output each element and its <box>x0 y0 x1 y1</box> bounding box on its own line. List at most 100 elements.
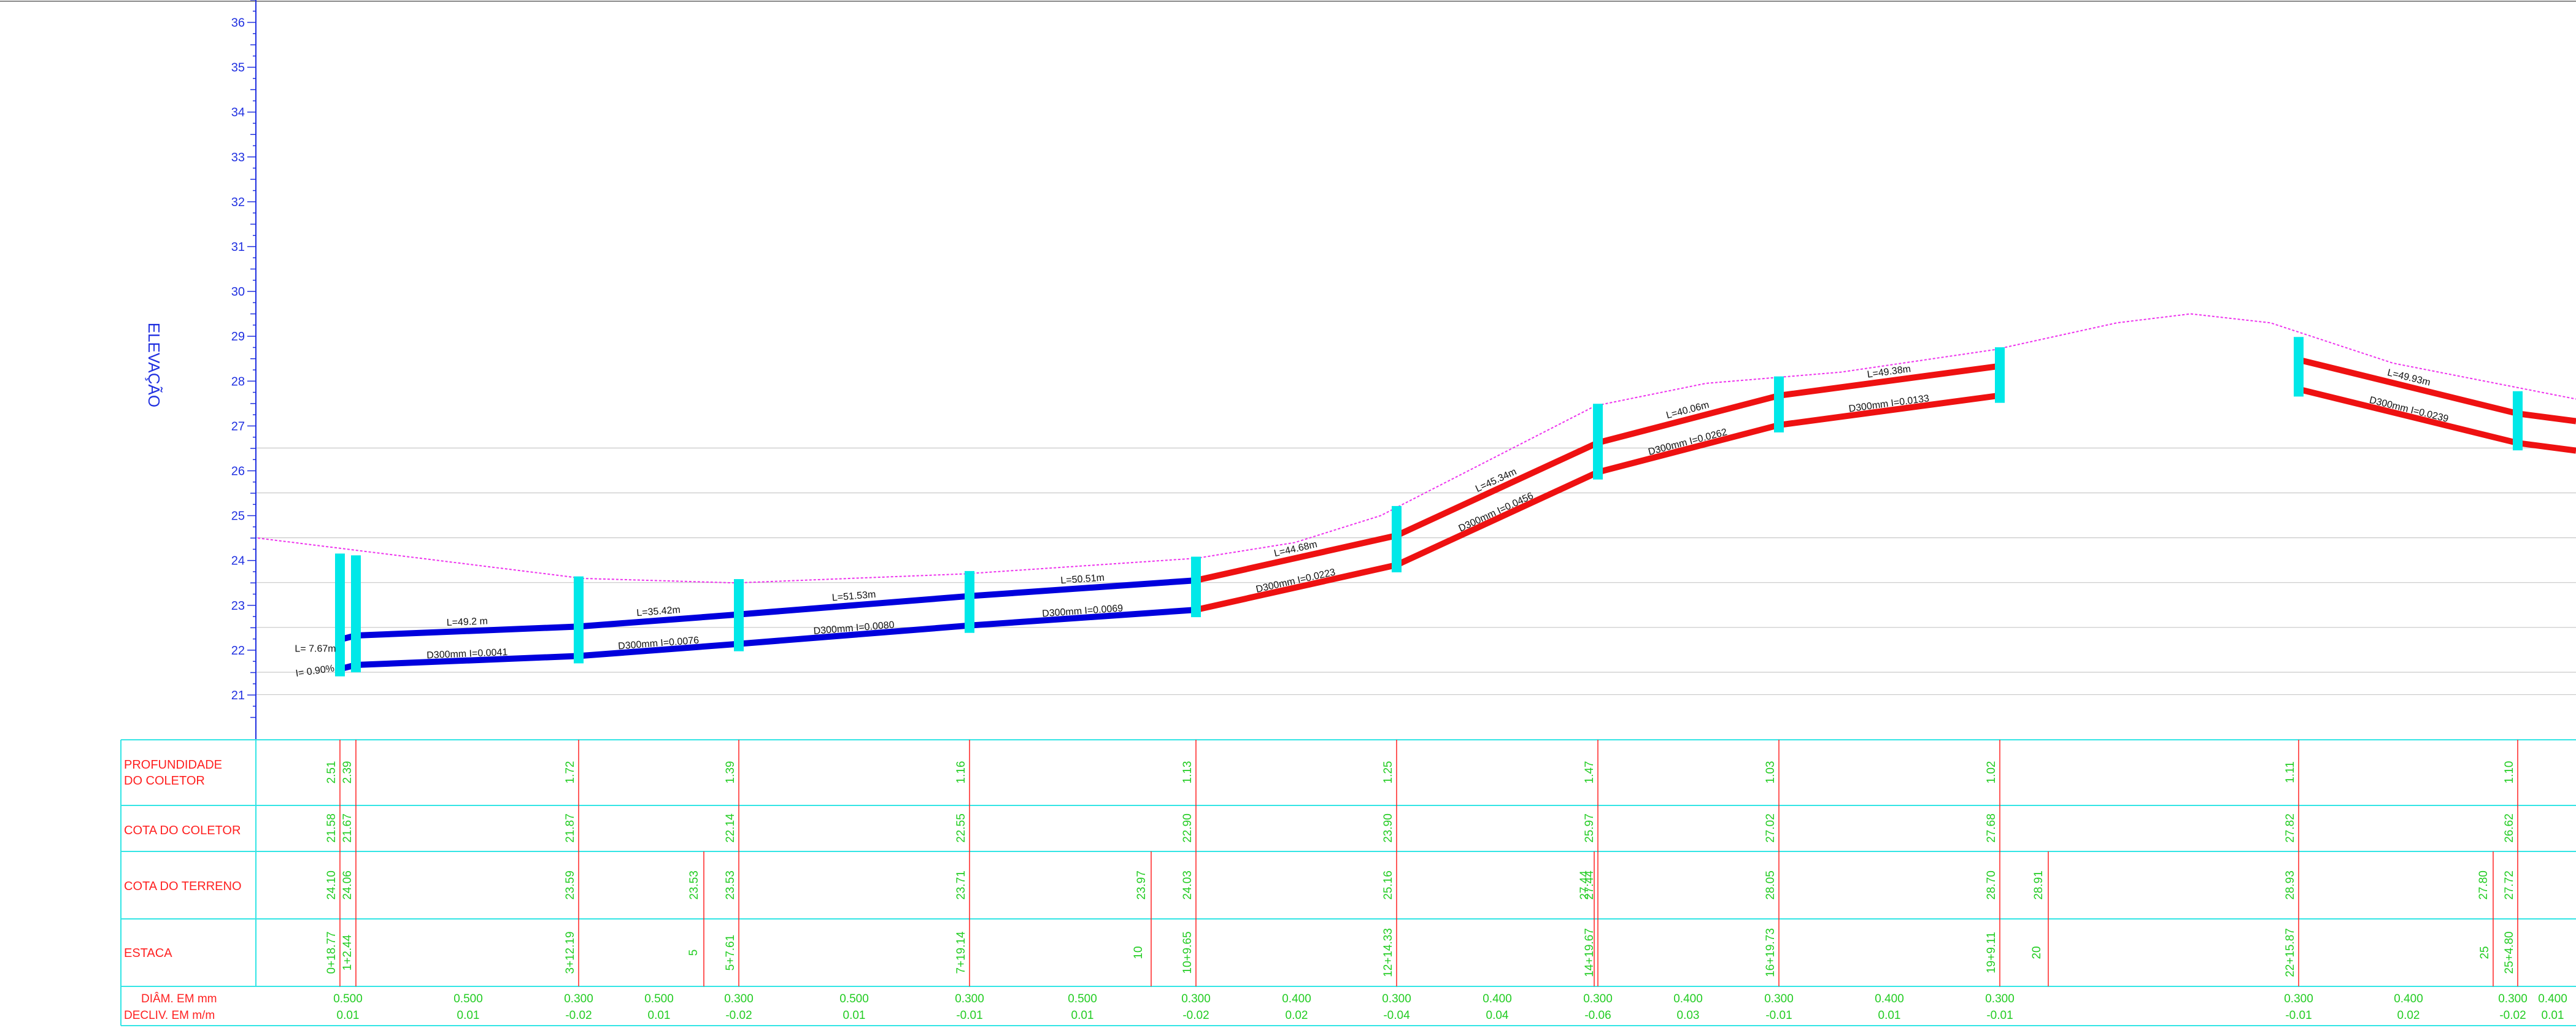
decliv-value: 0.01 <box>457 1009 480 1022</box>
diam-value: 0.500 <box>839 993 869 1005</box>
cota-coletor-value: 27.68 <box>1985 813 1998 843</box>
diam-value: 0.300 <box>955 993 984 1005</box>
y-tick-label: 31 <box>231 240 245 254</box>
cota-coletor-value: 22.90 <box>1181 813 1194 843</box>
cota-coletor-value: 21.58 <box>325 813 338 843</box>
pipe-crown-line <box>1778 363 2000 399</box>
cota-coletor-value: 26.62 <box>2503 813 2516 843</box>
row-label-decliv: DECLIV. EM m/m <box>124 1009 215 1022</box>
estaca-value: 22+15.87 <box>2284 928 2297 977</box>
elevation-axis: 21 22 23 24 25 26 27 28 29 30 31 32 33 34 35 36 <box>231 0 256 739</box>
estaca-value: 14+19.67 <box>1583 928 1596 977</box>
decliv-value: 0.02 <box>1286 1009 1308 1022</box>
decliv-value: 0.02 <box>2397 1009 2420 1022</box>
elevation-gridlines <box>256 447 2576 740</box>
manhole-post <box>335 553 345 677</box>
manhole-post <box>965 570 974 633</box>
decliv-value: 0.01 <box>2542 1009 2564 1022</box>
row-label-profundidade: PROFUNDIDADE <box>124 758 222 772</box>
pipe-crown-line <box>1597 393 1780 446</box>
y-tick-label: 28 <box>231 375 245 388</box>
depth-value: 1.02 <box>1985 761 1998 784</box>
diam-value: 0.500 <box>1068 993 1097 1005</box>
manhole-post <box>2513 391 2523 451</box>
diam-value: 0.400 <box>1282 993 1311 1005</box>
pipe-crown-line <box>2297 356 2519 417</box>
depth-value: 1.72 <box>564 761 577 784</box>
diam-value: 0.300 <box>564 993 593 1005</box>
decliv-value: -0.02 <box>2499 1009 2526 1022</box>
elevation-axis-label: ELEVAÇÃO <box>145 323 163 407</box>
estaca-value: 19+9.11 <box>1985 932 1998 973</box>
pipe-crown-line <box>969 577 1197 599</box>
cota-coletor-value: 23.90 <box>1382 813 1395 843</box>
depth-value: 1.03 <box>1764 761 1777 784</box>
y-tick-label: 29 <box>231 330 245 344</box>
decliv-value: -0.01 <box>1986 1009 2013 1022</box>
pipe-crown-line <box>2517 410 2576 424</box>
diam-value: 0.400 <box>1483 993 1512 1005</box>
pipe-invert-line <box>969 607 1197 629</box>
decliv-value: -0.01 <box>2285 1009 2312 1022</box>
diam-value: 0.300 <box>1382 993 1411 1005</box>
row-label-cota-coletor: COTA DO COLETOR <box>124 824 241 837</box>
diam-value: 0.400 <box>1875 993 1904 1005</box>
segment-slope-label: D300mm I=0.0456 <box>1457 491 1535 534</box>
depth-value: 2.39 <box>341 761 354 784</box>
pipe-crown-line <box>578 611 739 630</box>
cota-coletor-value: 27.02 <box>1764 813 1777 843</box>
estaca-value: 25+4.80 <box>2503 931 2516 973</box>
y-tick-label: 25 <box>231 510 245 523</box>
depth-value: 1.11 <box>2284 761 2297 783</box>
decliv-value: -0.04 <box>1383 1009 1410 1022</box>
depth-value: 1.16 <box>955 761 968 784</box>
manhole-post <box>2294 337 2304 397</box>
cota-coletor-value: 21.67 <box>341 813 354 843</box>
decliv-value: 0.01 <box>648 1009 671 1022</box>
cota-terreno-value: 23.53 <box>688 870 701 900</box>
decliv-value: 0.04 <box>1486 1009 1509 1022</box>
segment-labels: L= 7.67m I= 0.90% L=49.2 m D300mm I=0.0041 L… <box>295 364 2449 679</box>
depth-value: 1.13 <box>1181 761 1194 784</box>
segment-length-label: L=50.51m <box>1060 572 1105 586</box>
pipe-crown-line <box>1395 440 1600 539</box>
cota-terreno-value: 23.53 <box>724 870 737 900</box>
pipe-crown-line <box>355 623 579 639</box>
diam-value: 0.300 <box>2284 993 2313 1005</box>
segment-length-label: L=51.53m <box>831 589 876 604</box>
cota-terreno-value: 27.44 <box>1583 870 1596 900</box>
decliv-value: 0.01 <box>337 1009 360 1022</box>
depth-value: 1.39 <box>724 761 737 784</box>
cota-terreno-value: 28.70 <box>1985 870 1998 900</box>
diam-value: 0.300 <box>1764 993 1794 1005</box>
segment-length-label: L= 7.67m <box>295 644 336 655</box>
estaca-station-label: 20 <box>2030 946 2043 959</box>
estaca-station-label: 25 <box>2478 946 2491 959</box>
estaca-value: 12+14.33 <box>1382 928 1395 977</box>
diam-value: 0.300 <box>724 993 754 1005</box>
estaca-station-label: 5 <box>687 950 700 956</box>
estaca-value: 1+2.44 <box>341 934 354 970</box>
cota-terreno-value: 25.16 <box>1382 870 1395 900</box>
decliv-value: 0.03 <box>1677 1009 1700 1022</box>
segment-slope-label: I= 0.90% <box>295 663 335 679</box>
cota-terreno-value: 28.93 <box>2284 870 2297 900</box>
cota-terreno-value: 28.91 <box>2032 870 2045 900</box>
cota-coletor-value: 27.82 <box>2284 813 2297 843</box>
row-label-cota-terreno: COTA DO TERRENO <box>124 880 242 893</box>
diam-value: 0.500 <box>453 993 483 1005</box>
manhole-post <box>1774 376 1784 432</box>
decliv-value: -0.06 <box>1584 1009 1611 1022</box>
decliv-value: 0.01 <box>843 1009 866 1022</box>
manhole-post <box>574 576 584 664</box>
cota-terreno-value: 27.80 <box>2477 870 2490 900</box>
estaca-value: 10+9.65 <box>1181 931 1194 973</box>
manhole-post <box>351 555 361 673</box>
diam-value: 0.400 <box>1673 993 1703 1005</box>
cota-terreno-value: 24.03 <box>1181 870 1194 900</box>
diam-value: 0.300 <box>1181 993 1211 1005</box>
manhole-post <box>734 579 744 651</box>
estaca-value: 5+7.61 <box>724 935 737 971</box>
manhole-post <box>1392 505 1402 573</box>
